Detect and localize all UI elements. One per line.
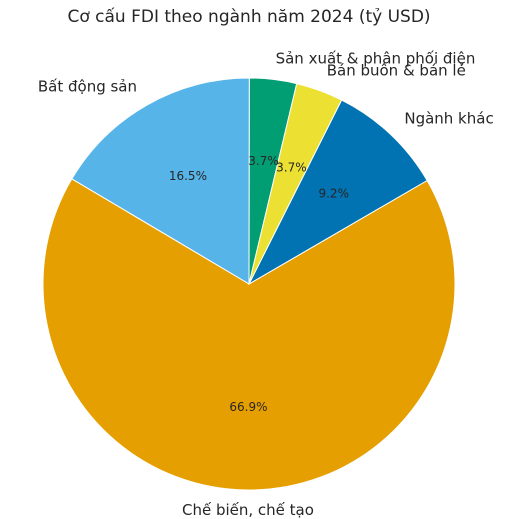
category-label-che-bien-che-tao: Chế biến, chế tạo	[182, 501, 314, 519]
chart-title: Cơ cấu FDI theo ngành năm 2024 (tỷ USD)	[67, 6, 430, 27]
pie-slice-nganh-khac	[247, 99, 428, 286]
category-label-nganh-khac: Ngành khác	[404, 110, 493, 128]
pie-slice-ban-buon-ban-le	[248, 83, 343, 285]
pie-slice-che-bien-che-tao	[42, 178, 456, 491]
category-label-san-xuat-phan-phoi-dien: Sản xuất & phân phối điện	[276, 49, 476, 67]
pie-slices	[42, 77, 456, 491]
category-label-ban-buon-ban-le: Bán buôn & bán lẻ	[327, 62, 466, 80]
pie-labels: Sản xuất & phân phối điện 3.7% Bất động sả…	[38, 49, 494, 519]
percent-label-nganh-khac: 9.2%	[318, 187, 349, 201]
pie-slice-bat-dong-san	[71, 77, 250, 285]
percent-label-bat-dong-san: 16.5%	[169, 169, 207, 183]
percent-label-ban-buon-ban-le: 3.7%	[276, 160, 307, 174]
category-label-bat-dong-san: Bất động sản	[38, 78, 137, 96]
percent-label-san-xuat-phan-phoi-dien: 3.7%	[248, 154, 279, 168]
percent-label-che-bien-che-tao: 66.9%	[229, 400, 267, 414]
